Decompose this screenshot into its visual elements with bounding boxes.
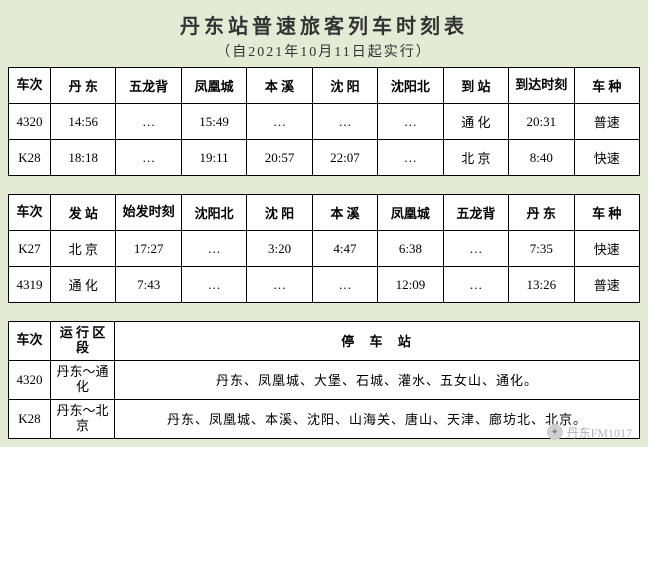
page-subtitle: （自2021年10月11日起实行）: [8, 41, 640, 61]
table-header-row: 车次 运 行 区 段 停 车 站: [9, 322, 640, 361]
table-header-row: 车次 发 站 始发时刻 沈阳北 沈 阳 本 溪 凤凰城 五龙背 丹 东 车 种: [9, 195, 640, 231]
col-stops: 停 车 站: [115, 322, 640, 361]
col-fenghuangcheng: 凤凰城: [181, 68, 246, 104]
col-route: 运 行 区 段: [51, 322, 115, 361]
col-dandong: 丹 东: [509, 195, 574, 231]
inbound-table: 车次 发 站 始发时刻 沈阳北 沈 阳 本 溪 凤凰城 五龙背 丹 东 车 种 …: [8, 194, 640, 303]
col-train-no: 车次: [9, 68, 51, 104]
col-benxi: 本 溪: [247, 68, 312, 104]
col-arrival-time: 到达时刻: [509, 68, 574, 104]
col-wulongbei: 五龙背: [116, 68, 181, 104]
timetable-sheet: { "header": { "title": "丹东站普速旅客列车时刻表", "…: [0, 0, 648, 447]
table-row: K27 北 京 17:27 … 3:20 4:47 6:38 … 7:35 快速: [9, 231, 640, 267]
watermark-text: 丹东FM1017: [567, 424, 632, 441]
stops-table: 车次 运 行 区 段 停 车 站 4320 丹东～通化 丹东、凤凰城、大堡、石城…: [8, 321, 640, 439]
col-train-type: 车 种: [574, 68, 640, 104]
table-row: 4319 通 化 7:43 … … … 12:09 … 13:26 普速: [9, 267, 640, 303]
col-train-no: 车次: [9, 322, 51, 361]
table-row: K28 18:18 … 19:11 20:57 22:07 … 北 京 8:40…: [9, 140, 640, 176]
col-shenyang: 沈 阳: [247, 195, 312, 231]
col-shenyang: 沈 阳: [312, 68, 377, 104]
col-dandong: 丹 东: [51, 68, 116, 104]
col-train-type: 车 种: [574, 195, 640, 231]
watermark: ✦ 丹东FM1017: [547, 424, 632, 441]
outbound-table: 车次 丹 东 五龙背 凤凰城 本 溪 沈 阳 沈阳北 到 站 到达时刻 车 种 …: [8, 67, 640, 176]
col-shenyangbei: 沈阳北: [181, 195, 246, 231]
page-title: 丹东站普速旅客列车时刻表: [8, 10, 640, 39]
col-benxi: 本 溪: [312, 195, 377, 231]
col-depart-time: 始发时刻: [116, 195, 181, 231]
col-origin: 发 站: [51, 195, 116, 231]
table-header-row: 车次 丹 东 五龙背 凤凰城 本 溪 沈 阳 沈阳北 到 站 到达时刻 车 种: [9, 68, 640, 104]
col-train-no: 车次: [9, 195, 51, 231]
table-row: 4320 丹东～通化 丹东、凤凰城、大堡、石城、灌水、五女山、通化。: [9, 360, 640, 399]
wechat-icon: ✦: [547, 424, 563, 440]
col-wulongbei: 五龙背: [443, 195, 508, 231]
header-block: 丹东站普速旅客列车时刻表 （自2021年10月11日起实行）: [8, 0, 640, 67]
table-row: 4320 14:56 … 15:49 … … … 通 化 20:31 普速: [9, 104, 640, 140]
col-destination: 到 站: [443, 68, 508, 104]
table-row: K28 丹东～北京 丹东、凤凰城、本溪、沈阳、山海关、唐山、天津、廊坊北、北京。: [9, 399, 640, 438]
col-shenyangbei: 沈阳北: [378, 68, 443, 104]
col-fenghuangcheng: 凤凰城: [378, 195, 443, 231]
